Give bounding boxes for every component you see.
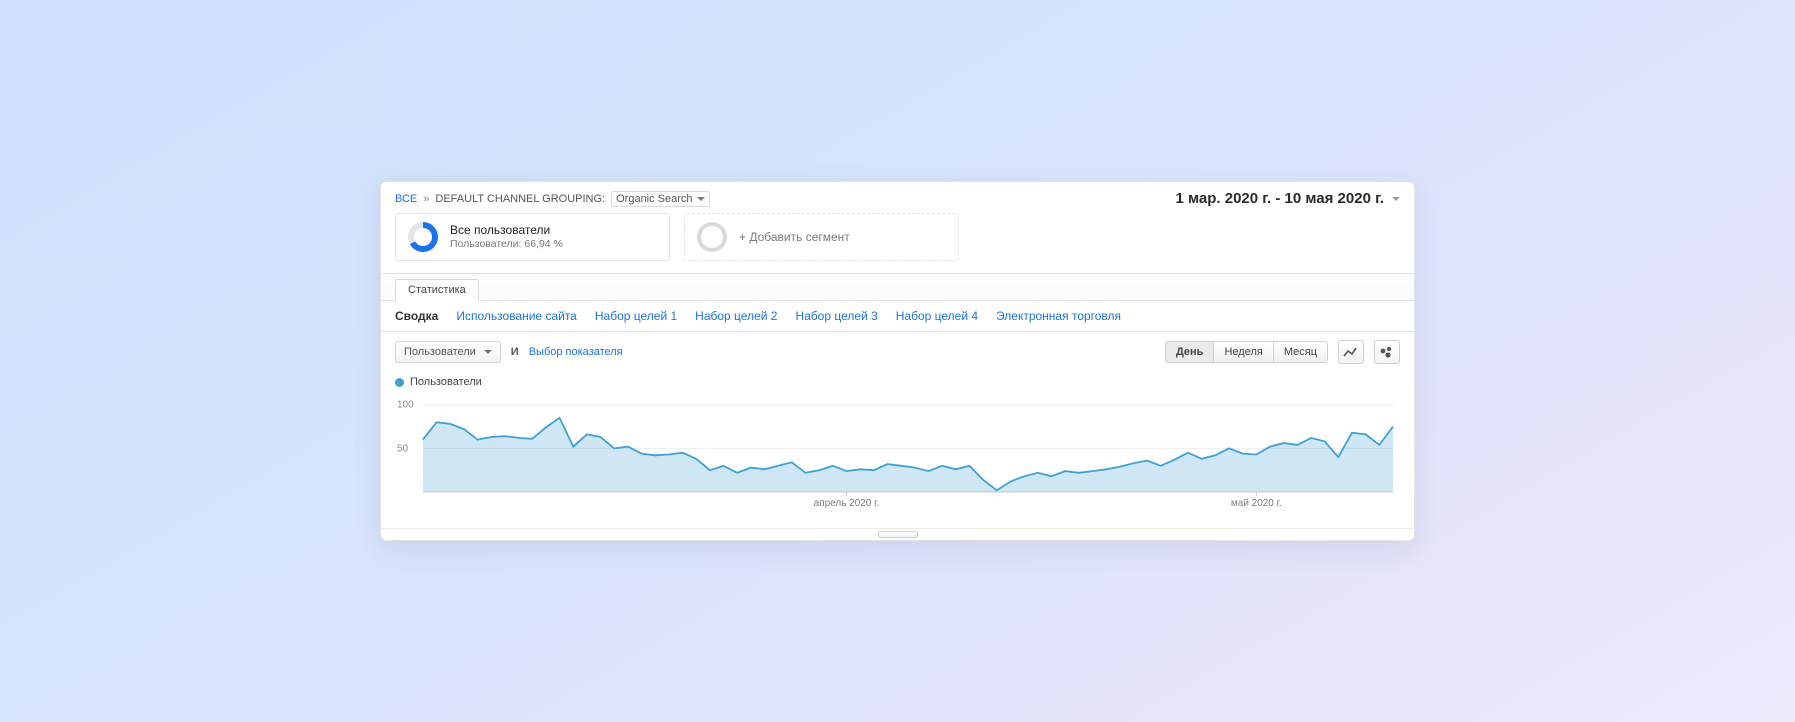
metric-vs-label: И [511,346,519,358]
chevron-down-icon [697,197,705,201]
link-tab-3[interactable]: Набор целей 2 [695,309,777,323]
link-tab-1[interactable]: Использование сайта [456,309,577,323]
metric-toolbar-right: День Неделя Месяц [1165,340,1400,364]
segment-text: Все пользователи Пользователи: 66,94 % [450,223,563,251]
metric-dropdown[interactable]: Пользователи [395,341,501,363]
date-range-text: 1 мар. 2020 г. - 10 мая 2020 г. [1176,190,1385,207]
breadcrumb-separator: » [423,193,429,205]
bubble-chart-icon [1379,345,1395,359]
link-tab-0[interactable]: Сводка [395,309,438,323]
report-link-tabs: Сводка Использование сайта Набор целей 1 На… [381,301,1414,332]
users-line-chart: 50 100 апрель 2020 г. май 2020 г. [395,394,1400,514]
chevron-down-icon [484,350,492,354]
breadcrumb-group-label: DEFAULT CHANNEL GROUPING: [435,193,605,205]
link-tab-6[interactable]: Электронная торговля [996,309,1121,323]
granularity-month-button[interactable]: Месяц [1274,342,1327,362]
breadcrumb-all[interactable]: ВСЕ [395,193,417,205]
granularity-day-button[interactable]: День [1166,342,1215,362]
breadcrumb-group-value: Organic Search [616,193,692,205]
stat-tab-row: Статистика [381,273,1414,301]
link-tab-5[interactable]: Набор целей 4 [896,309,978,323]
metric-dropdown-label: Пользователи [404,346,476,358]
segment-card-all-users[interactable]: Все пользователи Пользователи: 66,94 % [395,213,670,261]
metric-choose-link[interactable]: Выбор показателя [529,346,623,358]
breadcrumb-group-chip[interactable]: Organic Search [611,191,709,207]
segments-row: Все пользователи Пользователи: 66,94 % +… [381,213,1414,273]
segment-subtitle: Пользователи: 66,94 % [450,238,563,251]
segment-title: Все пользователи [450,223,563,238]
segment-donut-icon [408,222,438,252]
metric-toolbar-left: Пользователи И Выбор показателя [395,341,623,363]
tab-statistics[interactable]: Статистика [395,279,479,301]
svg-text:50: 50 [397,443,409,454]
chart-legend-label: Пользователи [410,376,482,388]
line-chart-icon [1343,345,1359,359]
add-segment-card[interactable]: + Добавить сегмент [684,213,959,261]
chart-legend: Пользователи [395,376,1400,388]
metric-toolbar: Пользователи И Выбор показателя День Нед… [381,332,1414,372]
chart-type-line-button[interactable] [1338,340,1364,364]
add-segment-label: + Добавить сегмент [739,230,850,244]
granularity-week-button[interactable]: Неделя [1214,342,1273,362]
analytics-panel: ВСЕ » DEFAULT CHANNEL GROUPING: Organic … [380,181,1415,541]
chevron-down-icon [1392,197,1400,201]
legend-dot-icon [395,378,404,387]
date-range-picker[interactable]: 1 мар. 2020 г. - 10 мая 2020 г. [1176,190,1401,207]
breadcrumb: ВСЕ » DEFAULT CHANNEL GROUPING: Organic … [395,191,710,207]
empty-circle-icon [697,222,727,252]
panel-resize-grip-row [381,528,1414,540]
link-tab-2[interactable]: Набор целей 1 [595,309,677,323]
panel-resize-grip[interactable] [878,531,918,538]
topbar: ВСЕ » DEFAULT CHANNEL GROUPING: Organic … [381,182,1414,213]
chart-type-motion-button[interactable] [1374,340,1400,364]
svg-text:100: 100 [397,400,414,411]
svg-text:май 2020 г.: май 2020 г. [1231,498,1282,509]
granularity-group: День Неделя Месяц [1165,341,1328,363]
svg-text:апрель 2020 г.: апрель 2020 г. [814,498,880,509]
link-tab-4[interactable]: Набор целей 3 [795,309,877,323]
chart-area: Пользователи 50 100 апрель 2020 г. май 2020… [381,372,1414,528]
